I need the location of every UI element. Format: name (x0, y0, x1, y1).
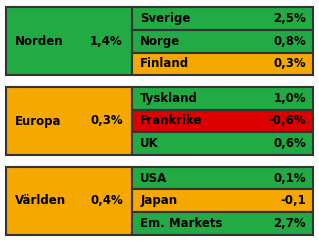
Text: Sverige: Sverige (140, 12, 191, 25)
Text: 2,5%: 2,5% (273, 12, 306, 25)
Text: UK: UK (140, 137, 159, 150)
Bar (132, 167, 313, 189)
Bar (132, 7, 313, 30)
Text: Em. Markets: Em. Markets (140, 217, 223, 230)
Bar (6, 167, 132, 235)
Text: -0,1: -0,1 (280, 194, 306, 207)
Text: 0,3%: 0,3% (90, 114, 123, 128)
Bar (132, 189, 313, 212)
Bar (6, 7, 132, 75)
Text: Frankrike: Frankrike (140, 114, 203, 128)
Bar (132, 87, 313, 110)
Text: 0,4%: 0,4% (90, 194, 123, 207)
Text: Världen: Världen (15, 194, 66, 207)
Text: 0,6%: 0,6% (273, 137, 306, 150)
Text: 2,7%: 2,7% (274, 217, 306, 230)
Bar (132, 30, 313, 53)
Bar (132, 212, 313, 235)
Text: Europa: Europa (15, 114, 62, 128)
Bar (132, 132, 313, 155)
Text: -0,6%: -0,6% (269, 114, 306, 128)
Text: 0,3%: 0,3% (274, 58, 306, 70)
Bar (132, 53, 313, 75)
Text: Tyskland: Tyskland (140, 92, 198, 105)
Text: Japan: Japan (140, 194, 177, 207)
Text: 0,8%: 0,8% (273, 35, 306, 48)
Text: 1,0%: 1,0% (274, 92, 306, 105)
Text: Norge: Norge (140, 35, 181, 48)
Text: USA: USA (140, 172, 167, 184)
Bar (132, 110, 313, 132)
Text: Finland: Finland (140, 58, 189, 70)
Text: 1,4%: 1,4% (90, 35, 123, 48)
Bar (6, 87, 132, 155)
Text: 0,1%: 0,1% (274, 172, 306, 184)
Text: Norden: Norden (15, 35, 64, 48)
